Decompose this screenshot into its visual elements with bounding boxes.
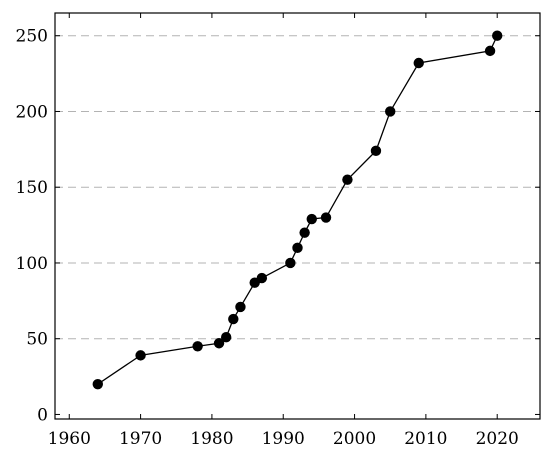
data-point xyxy=(213,338,225,349)
series-line xyxy=(97,35,498,385)
data-point xyxy=(292,242,303,254)
x-tick-label: 2010 xyxy=(404,429,447,449)
data-point xyxy=(370,145,382,157)
data-point xyxy=(220,331,232,343)
x-tick-label: 1970 xyxy=(119,429,162,449)
x-tick-label: 1990 xyxy=(262,429,305,449)
data-point xyxy=(413,57,424,69)
data-point xyxy=(135,350,146,361)
data-point xyxy=(342,174,353,185)
data-point xyxy=(492,30,503,41)
x-tick-label: 1980 xyxy=(190,429,233,449)
data-point xyxy=(228,313,239,325)
axis-ticks xyxy=(55,13,540,419)
x-tick-label: 1960 xyxy=(48,429,91,449)
y-tick-label: 200 xyxy=(16,102,48,122)
y-tick-label: 150 xyxy=(16,178,48,198)
data-point xyxy=(235,301,246,313)
y-tick-label: 100 xyxy=(16,254,48,274)
data-point xyxy=(299,227,310,238)
data-point xyxy=(306,213,317,225)
data-point xyxy=(285,257,296,269)
grid-lines xyxy=(55,35,540,340)
y-tick-label: 50 xyxy=(26,330,48,350)
y-tick-label: 250 xyxy=(16,27,48,47)
data-point xyxy=(385,106,396,117)
x-tick-label: 2000 xyxy=(333,429,376,449)
y-tick-label: 0 xyxy=(37,405,48,425)
x-axis-tick-labels: 1960 1970 1980 1990 2000 2010 2020 xyxy=(48,429,519,449)
y-axis-tick-labels: 0 50 100 150 200 250 xyxy=(16,27,48,426)
x-tick-label: 2020 xyxy=(476,429,519,449)
data-point xyxy=(92,378,103,390)
data-point xyxy=(484,45,496,57)
data-point xyxy=(320,212,332,223)
series-layer xyxy=(92,30,503,390)
plot-frame xyxy=(54,12,541,420)
data-point xyxy=(256,272,268,284)
data-point xyxy=(192,341,203,352)
